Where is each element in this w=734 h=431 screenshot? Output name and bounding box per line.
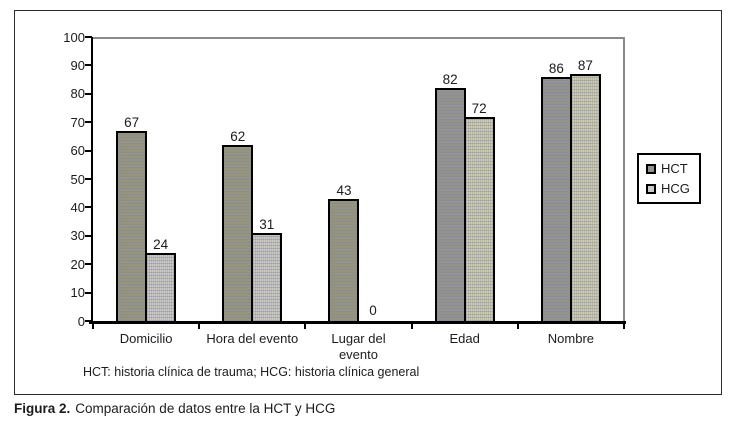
x-axis-category-label-text: Hora del evento (206, 331, 299, 346)
bar-value-label: 24 (153, 237, 169, 252)
y-axis-tick (85, 234, 92, 237)
bar-group: 62 31 (199, 37, 305, 321)
caption-label: Figura 2. (14, 401, 71, 416)
y-axis-tick (85, 36, 92, 38)
figure-frame: 0 10 20 30 40 50 60 70 80 90 100 67 24 Domicilio 62 31 H… (14, 10, 722, 395)
x-axis-tick (623, 323, 625, 329)
bar-value-label: 86 (548, 61, 564, 76)
y-axis-tick (85, 92, 92, 95)
y-axis-label: 60 (70, 143, 85, 159)
bar-hct: 67 (116, 115, 148, 321)
bar-value-label: 31 (259, 217, 275, 232)
bar-group: 86 87 (518, 37, 624, 321)
legend-swatch-hct (646, 163, 656, 174)
x-axis-category-label-text: Nombre (547, 331, 595, 346)
bar-value-label: 72 (471, 101, 487, 116)
y-axis-label: 50 (70, 171, 85, 187)
plot-frame-right (623, 37, 625, 322)
x-axis-category-label: Domicilio (93, 331, 199, 347)
legend-label-hct: HCT (661, 161, 688, 176)
x-axis-line (89, 321, 626, 324)
figure-caption: Figura 2. Comparación de datos entre la H… (14, 401, 335, 416)
x-axis-tick (92, 323, 94, 329)
x-axis-category-label: Edad (412, 331, 518, 347)
x-axis-category-label: Lugar del evento (305, 331, 411, 363)
bar-hcg: 31 (251, 217, 283, 321)
bar-value-label: 82 (442, 72, 458, 87)
y-axis-tick (85, 291, 92, 294)
y-axis-label: 80 (70, 86, 85, 102)
legend-item-hcg: HCG (646, 182, 690, 195)
legend-item-hct: HCT (646, 162, 690, 175)
y-axis-tick (85, 178, 92, 180)
bar-hcg: 72 (463, 101, 495, 321)
legend: HCT HCG (637, 153, 701, 204)
x-axis-tick (198, 323, 201, 329)
figure-note: HCT: historia clínica de trauma; HCG: hi… (83, 365, 420, 379)
y-axis-tick (85, 263, 92, 266)
x-axis-category-label-text: Lugar del evento (331, 331, 386, 362)
plot-frame-top (93, 37, 625, 39)
y-axis-label: 0 (77, 313, 85, 329)
y-axis-label: 10 (70, 285, 85, 301)
y-axis-tick (85, 320, 92, 322)
x-axis-tick (516, 323, 519, 329)
bar-value-label: 67 (124, 115, 140, 130)
bar-hct: 43 (328, 183, 360, 321)
x-axis-category-label: Hora del evento (199, 331, 305, 347)
bar-group: 67 24 (93, 37, 199, 321)
bar-hct: 62 (222, 129, 254, 321)
legend-label-hcg: HCG (661, 181, 690, 196)
y-axis-label: 70 (70, 114, 85, 130)
bar-group: 43 0 (305, 37, 411, 321)
x-axis-category-label-text: Edad (449, 331, 480, 346)
y-axis-tick (85, 149, 92, 152)
y-axis-tick (85, 64, 92, 67)
x-axis-tick (304, 323, 307, 329)
bar-hcg: 24 (145, 237, 177, 321)
y-axis-label: 90 (70, 57, 85, 73)
x-axis-tick (410, 323, 413, 329)
bar-hct: 82 (434, 72, 466, 321)
y-axis-line (91, 37, 93, 323)
bar-hcg: 87 (569, 58, 601, 321)
y-axis-label: 40 (70, 199, 85, 215)
y-axis-tick (85, 206, 92, 209)
bar-group: 82 72 (412, 37, 518, 321)
bar-value-label: 62 (230, 129, 246, 144)
bar-hct: 86 (540, 61, 572, 321)
y-axis-label: 20 (70, 256, 85, 272)
y-axis-label: 30 (70, 228, 85, 244)
x-axis-category-label: Nombre (518, 331, 624, 347)
bar-value-label: 87 (577, 58, 593, 73)
y-axis-label: 100 (63, 29, 85, 45)
caption-text: Comparación de datos entre la HCT y HCG (75, 401, 336, 416)
bar-value-label: 0 (369, 303, 377, 318)
x-axis-category-label-text: Domicilio (119, 331, 173, 346)
bar-value-label: 43 (336, 183, 352, 198)
y-axis-tick (85, 121, 92, 124)
legend-swatch-hcg (646, 183, 656, 194)
